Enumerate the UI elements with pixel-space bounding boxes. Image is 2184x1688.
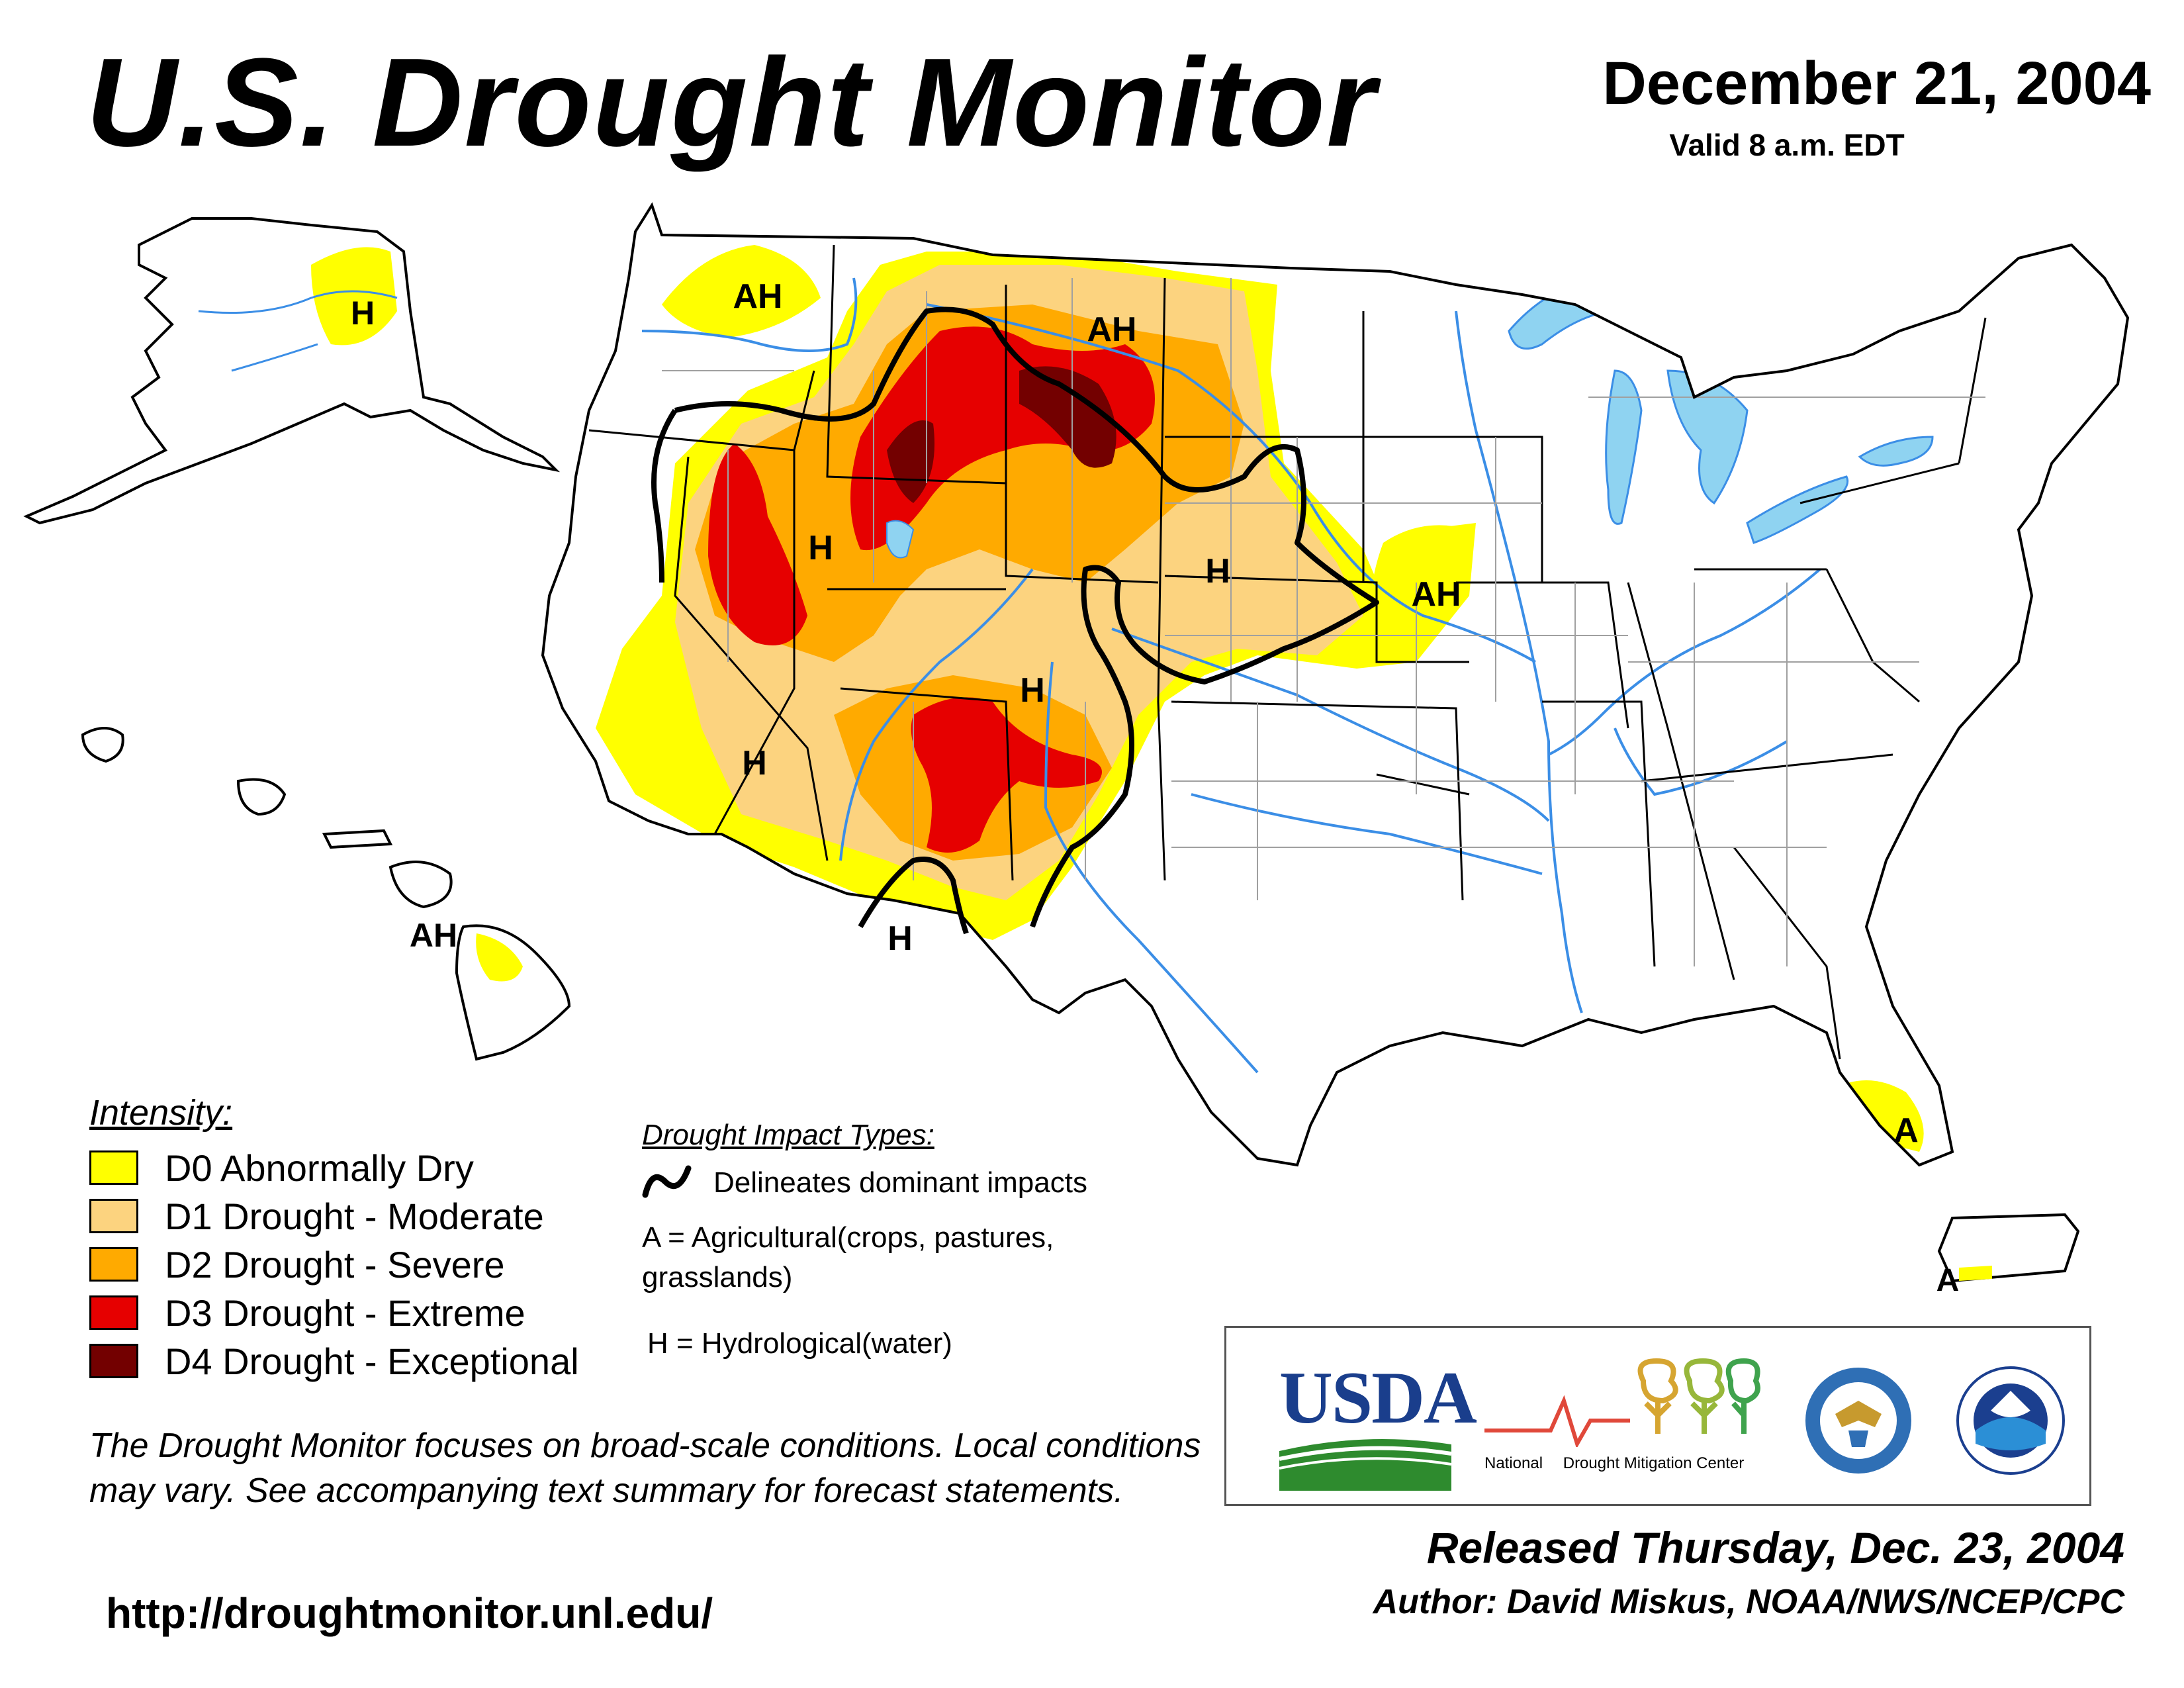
hawaii-island-big (455, 924, 571, 1061)
missouri-river (926, 303, 1536, 663)
legend-item-d0: D0 Abnormally Dry (89, 1147, 474, 1189)
ndmc-logo-text-center: Drought Mitigation Center (1563, 1454, 1745, 1472)
valid-time: Valid 8 a.m. EDT (1669, 128, 1905, 162)
ndmc-logo-text-national: National (1484, 1454, 1543, 1472)
legend-label-d1: D1 Drought - Moderate (165, 1195, 544, 1237)
impact-line-nevada (651, 408, 678, 583)
puerto-rico-d0 (1959, 1266, 1992, 1281)
colorado-river (839, 568, 1034, 861)
hawaii-island-oahu (236, 778, 287, 816)
impact-line-west (674, 306, 1379, 928)
impact-lines (651, 306, 1379, 935)
legend-label-d3: D3 Drought - Extreme (165, 1291, 525, 1334)
legend-label-d4: D4 Drought - Exceptional (165, 1340, 579, 1382)
legend-swatch-d4 (89, 1344, 138, 1378)
legend-item-d2: D2 Drought - Severe (89, 1243, 505, 1286)
drought-d3-nevada (708, 444, 807, 645)
state-borders (588, 244, 1987, 1060)
drought-d3-arizona (911, 697, 1102, 853)
noaa-seal-icon (1956, 1366, 2065, 1475)
hawaii: AH (81, 727, 571, 1061)
region-label-h-utah: H (808, 529, 833, 567)
hawaii-island-molokai (322, 829, 393, 849)
drought-d4-idaho (887, 420, 934, 503)
arkansas-river (1111, 628, 1550, 822)
legend-label-d2: D2 Drought - Severe (165, 1243, 505, 1286)
region-label-h-california: H (742, 744, 767, 782)
puerto-rico: A (1936, 1213, 2080, 1298)
ndmc-trees-icon (1484, 1358, 1760, 1449)
drought-d0-iowa (1371, 525, 1471, 649)
usda-logo-text: USDA (1279, 1357, 1477, 1439)
legend-item-d3: D3 Drought - Extreme (89, 1291, 525, 1334)
ohio-river (1548, 568, 1821, 756)
hawaii-d0 (476, 933, 523, 982)
legend-swatch-d3 (89, 1295, 138, 1330)
region-label-h-nebraska: H (1205, 552, 1230, 590)
legend-item-d1: D1 Drought - Moderate (89, 1195, 544, 1237)
region-labels: AH AH H H H H AH H A (733, 277, 1918, 1150)
lake-erie (1746, 475, 1848, 544)
usda-field-icon (1279, 1439, 1451, 1491)
drought-d4-wyoming (1019, 366, 1116, 468)
region-label-ah-oregon: AH (733, 277, 782, 316)
commerce-seal-icon (1805, 1368, 1911, 1474)
alaska: H (23, 217, 561, 525)
division-borders (662, 278, 1985, 966)
impact-types-title: Drought Impact Types: (642, 1119, 934, 1151)
impact-line-arizona (858, 857, 969, 935)
legend-swatch-d0 (89, 1150, 138, 1185)
partner-logos: USDA National Drought Mitigation Center (1224, 1326, 2091, 1506)
page-title: U.S. Drought Monitor (86, 32, 1377, 173)
puerto-rico-label-a: A (1936, 1263, 1960, 1298)
region-label-h-colorado: H (1020, 671, 1045, 710)
columbia-river (641, 277, 858, 352)
hawaii-label-ah: AH (410, 917, 457, 954)
legend-swatch-d2 (89, 1247, 138, 1282)
region-label-a-florida: A (1893, 1111, 1919, 1150)
drought-d0-oregon (662, 245, 821, 338)
impact-h-definition: H = Hydrological(water) (647, 1327, 952, 1360)
impact-line-icon (642, 1165, 692, 1198)
impact-line-label: Delineates dominant impacts (713, 1166, 1087, 1199)
ndmc-logo-text: National Drought Mitigation Center (1484, 1454, 1762, 1473)
legend-title: Intensity: (89, 1093, 233, 1133)
legend-item-d4: D4 Drought - Exceptional (89, 1340, 579, 1382)
lake-ontario (1858, 436, 1934, 467)
legend-swatch-d1 (89, 1199, 138, 1233)
hawaii-island-maui (388, 861, 453, 909)
legend-label-d0: D0 Abnormally Dry (165, 1147, 474, 1189)
red-river (1191, 793, 1543, 875)
region-label-ah-montana: AH (1087, 310, 1136, 349)
alaska-label-h: H (351, 295, 375, 332)
region-label-ah-iowa: AH (1411, 575, 1461, 614)
map-date: December 21, 2004 (1602, 50, 2151, 117)
drought-monitor-url[interactable]: http://droughtmonitor.unl.edu/ (106, 1589, 713, 1637)
tennessee-river (1614, 727, 1788, 796)
puerto-rico-outline (1937, 1213, 2080, 1283)
author-credit: Author: David Miskus, NOAA/NWS/NCEP/CPC (1373, 1583, 2124, 1621)
disclaimer-note: The Drought Monitor focuses on broad-sca… (89, 1427, 1201, 1510)
alaska-river (198, 290, 398, 372)
ndmc-logo: National Drought Mitigation Center (1484, 1354, 1762, 1487)
alaska-outline (23, 217, 561, 525)
conus: AH AH H H H H AH H A (541, 202, 2130, 1167)
alaska-d0 (311, 247, 397, 346)
impact-a-definition-cont: grasslands) (642, 1261, 793, 1293)
hawaii-island-kauai (81, 727, 124, 763)
usda-logo: USDA (1279, 1357, 1477, 1491)
region-label-ah-arizona: H (887, 919, 913, 958)
rio-grande-river (1044, 661, 1259, 1074)
impact-a-definition: A = Agricultural(crops, pastures, (642, 1221, 1054, 1254)
conus-outline (541, 202, 2130, 1167)
great-salt-lake (886, 520, 915, 559)
lake-huron (1666, 369, 1749, 505)
release-date: Released Thursday, Dec. 23, 2004 (1426, 1523, 2124, 1572)
